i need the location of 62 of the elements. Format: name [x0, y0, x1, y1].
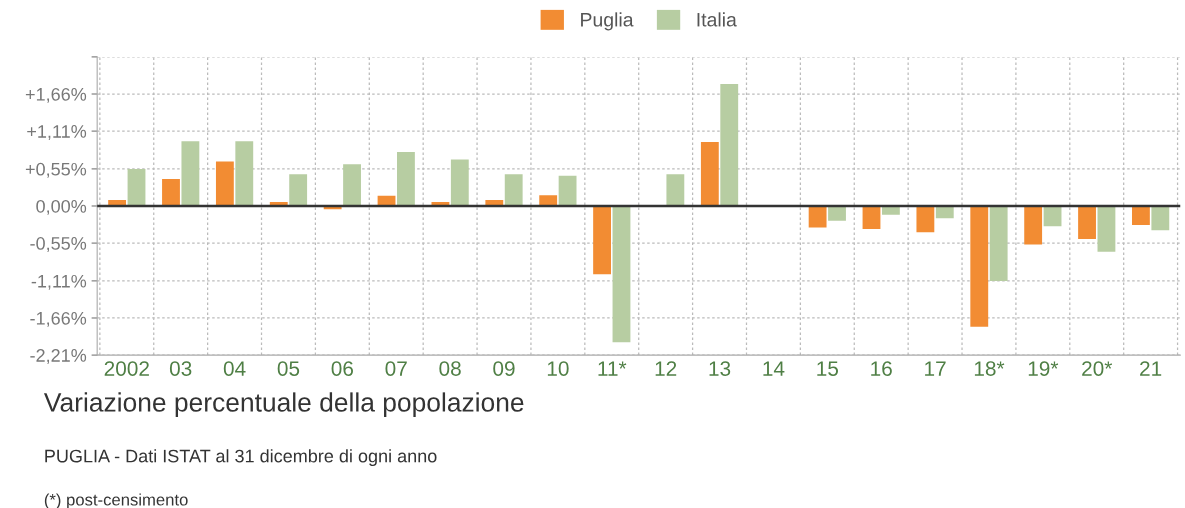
- bar: [235, 141, 254, 206]
- bar: [970, 205, 989, 327]
- x-tick-label: 2002: [104, 361, 149, 376]
- bar: [450, 159, 469, 206]
- text: (*) post-censimento: [44, 493, 188, 508]
- bar: [862, 205, 881, 229]
- bar: [127, 168, 146, 206]
- x-tick-label: 14: [763, 361, 785, 376]
- bar: [504, 174, 523, 206]
- bar: [1097, 205, 1116, 252]
- bar: [989, 205, 1008, 281]
- y-tick-label: -2,21%: [30, 349, 87, 364]
- bar: [666, 174, 685, 206]
- legend-label: Puglia: [581, 12, 634, 31]
- x-tick-label: 09: [493, 361, 515, 376]
- x-tick-label: 17: [925, 361, 946, 376]
- bar: [828, 205, 846, 221]
- legend-label: Italia: [697, 12, 737, 27]
- bar: [397, 152, 415, 206]
- bar: [612, 205, 631, 343]
- x-tick-label: 03: [169, 361, 192, 376]
- bar: [1151, 205, 1170, 231]
- x-tick-label: 20*: [1082, 361, 1113, 376]
- x-tick-label: 12: [655, 361, 677, 376]
- bar: [539, 195, 558, 206]
- bar: [700, 141, 719, 206]
- x-tick-label: 18*: [974, 361, 1005, 376]
- bar: [215, 161, 234, 206]
- x-tick-label: 21: [1140, 361, 1162, 376]
- x-tick-label: 19*: [1028, 361, 1059, 376]
- x-tick-label: 05: [277, 361, 300, 376]
- bar: [289, 174, 308, 206]
- bar: [1132, 205, 1150, 225]
- bar: [593, 205, 611, 275]
- bar: [1078, 205, 1096, 240]
- y-tick-label: +1,66%: [25, 87, 87, 103]
- bar: [935, 205, 954, 219]
- y-tick-label: +1,11%: [27, 125, 87, 140]
- x-tick-label: 11*: [598, 361, 627, 376]
- y-tick-label: -1,66%: [30, 311, 87, 327]
- bar: [1024, 205, 1043, 245]
- bar: [720, 83, 739, 206]
- x-tick-label: 10: [547, 361, 569, 376]
- bar: [808, 205, 827, 228]
- y-tick-label: +0,55%: [25, 162, 87, 178]
- x-tick-label: 06: [331, 361, 354, 376]
- y-tick-label: 0,00%: [36, 199, 87, 215]
- bar: [558, 175, 577, 206]
- x-tick-label: 16: [871, 361, 892, 376]
- y-tick-label: -0,55%: [30, 237, 87, 252]
- x-tick-label: 08: [439, 361, 461, 376]
- x-tick-label: 07: [385, 361, 407, 376]
- y-tick-label: -1,11%: [31, 274, 87, 290]
- x-tick-label: 04: [223, 361, 246, 376]
- bar: [162, 179, 180, 206]
- text: Variazione percentuale della popolazione: [43, 392, 524, 417]
- bar: [916, 205, 935, 233]
- bar: [343, 164, 361, 206]
- x-tick-label: 13: [709, 361, 731, 376]
- bar: [181, 141, 200, 206]
- text: PUGLIA - Dati ISTAT al 31 dicembre di ogni anno: [45, 449, 437, 467]
- x-tick-label: 15: [817, 361, 839, 376]
